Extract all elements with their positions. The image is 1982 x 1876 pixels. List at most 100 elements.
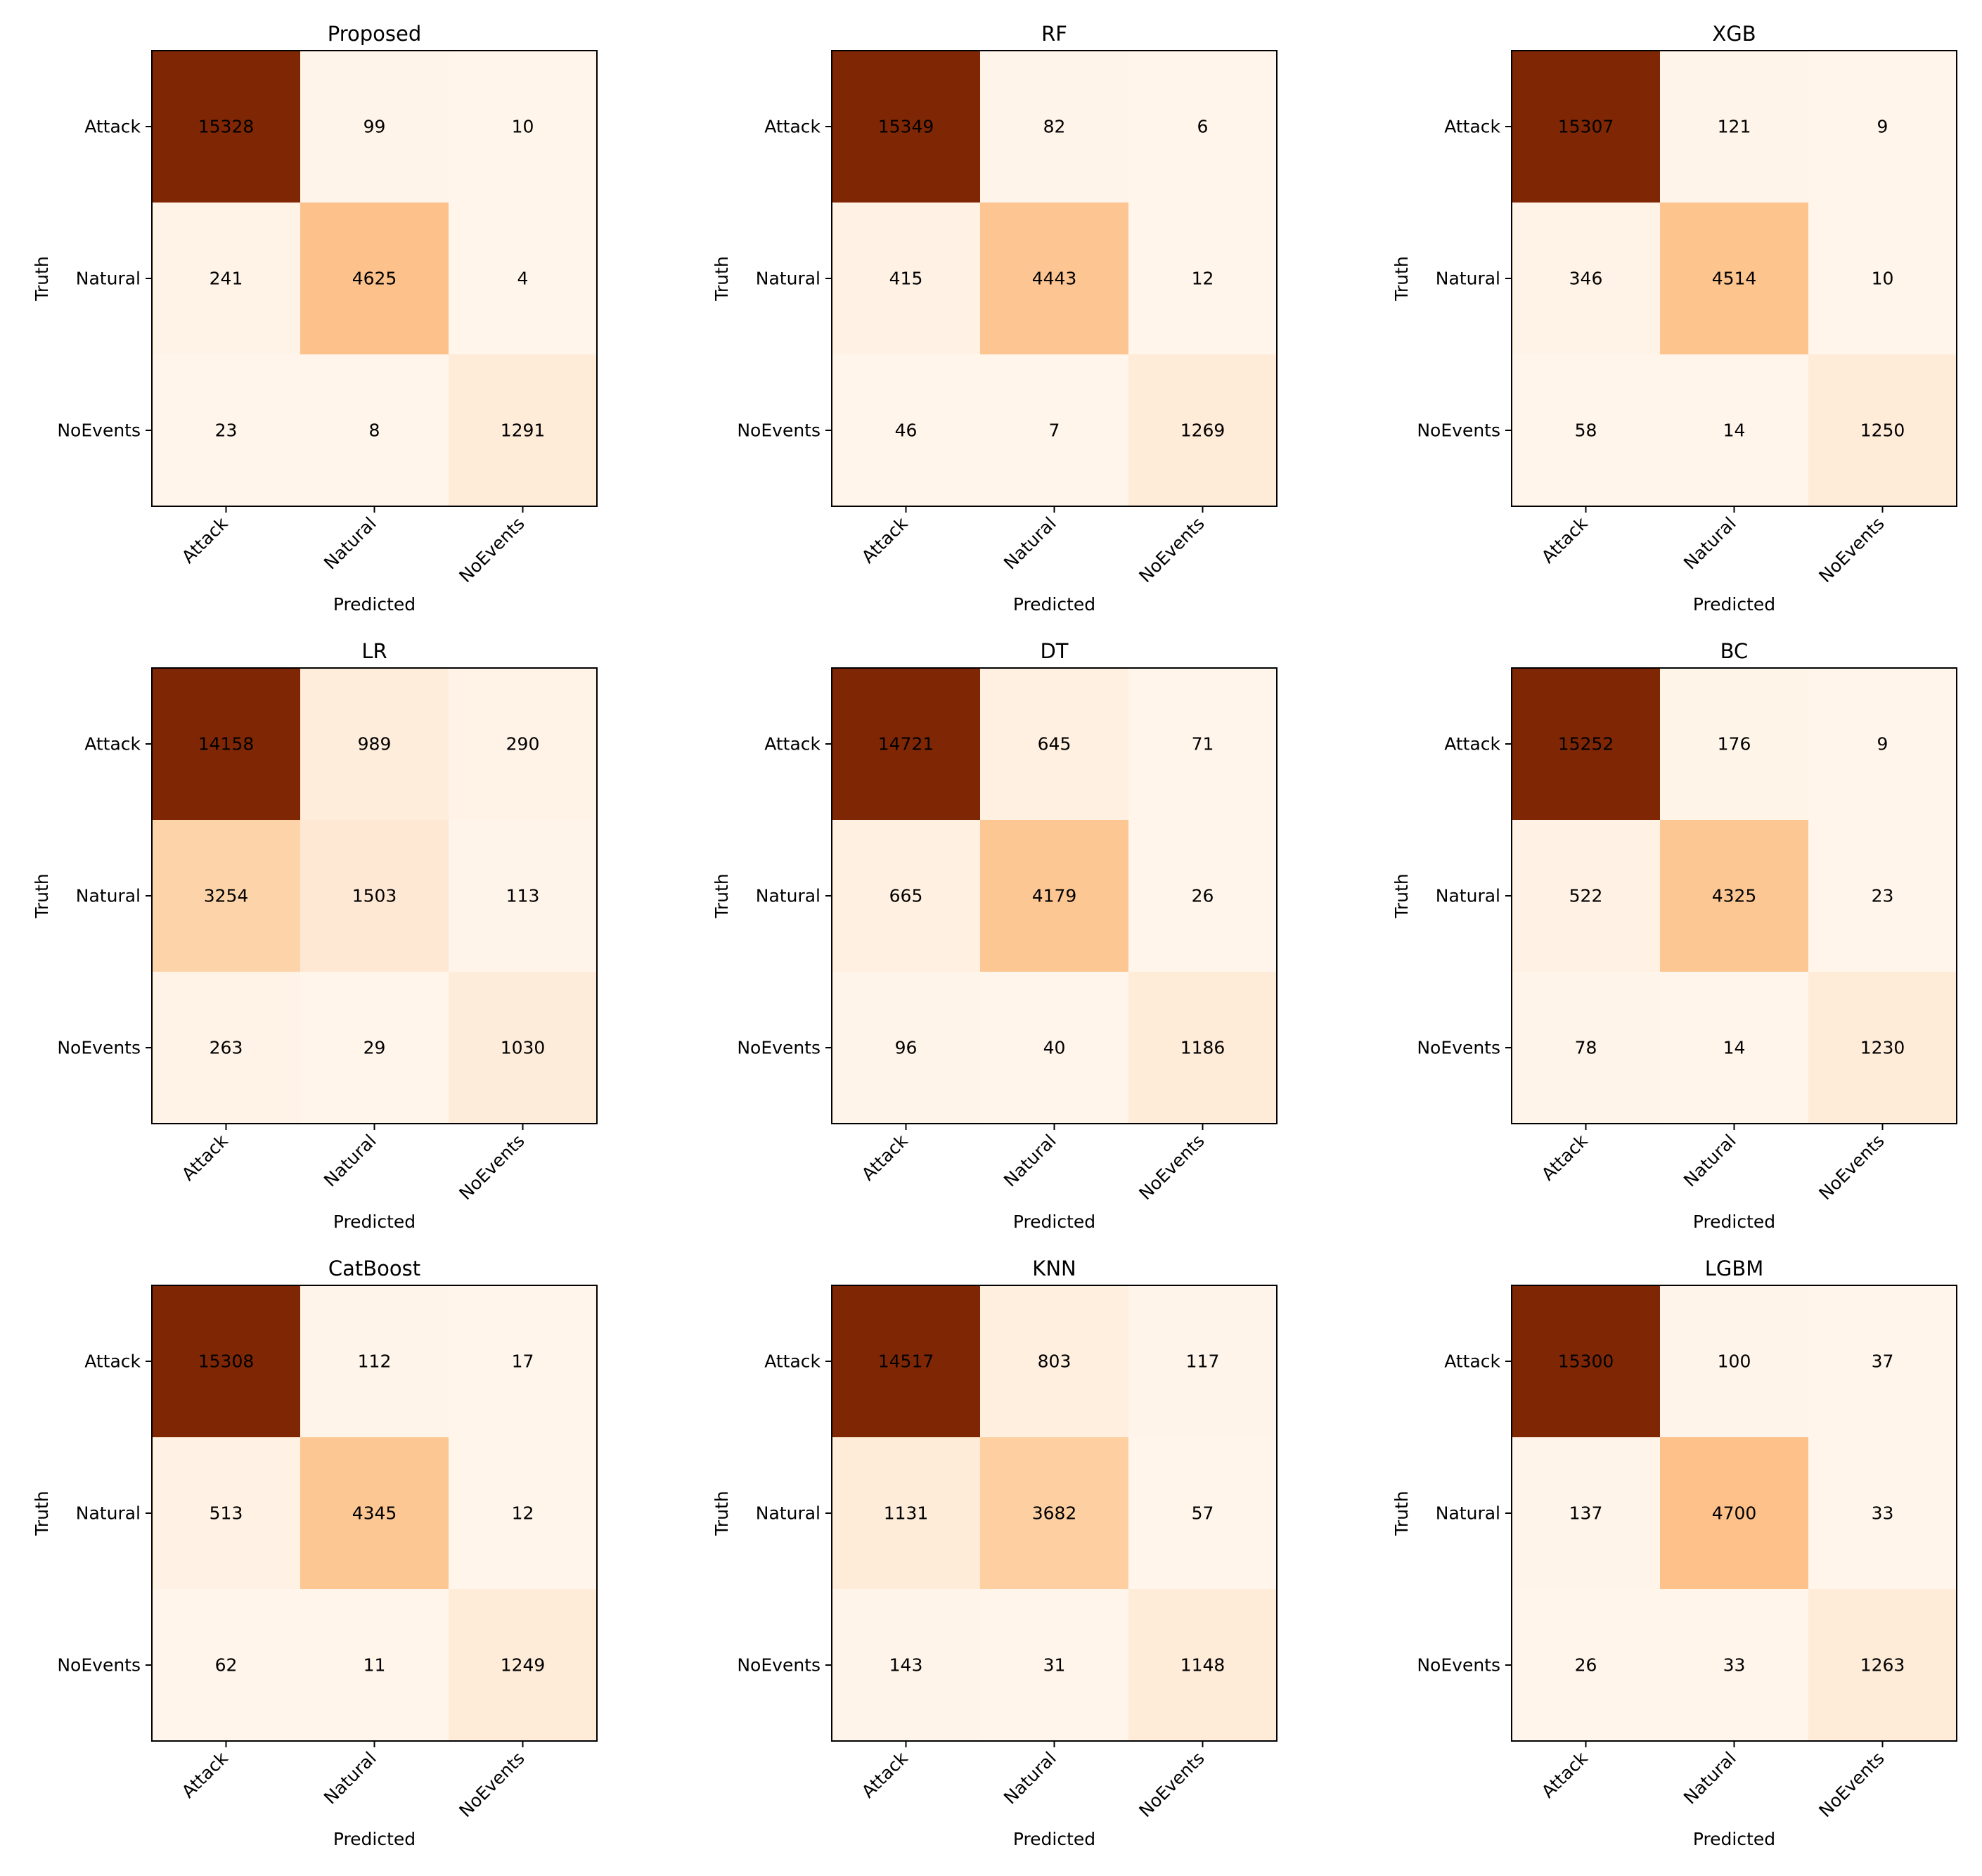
x-tick-label: Attack [178,1130,232,1184]
heatmap-cell [1512,820,1661,972]
heatmap-cell [152,820,301,972]
y-tick-label: Natural [76,886,141,906]
cell-value-label: 1131 [884,1503,929,1524]
x-tick-label: Natural [1000,513,1060,574]
panel-title: KNN [1032,1257,1076,1280]
x-tick-label: NoEvents [455,513,528,586]
heatmap-cell [449,668,598,821]
confusion-matrix-panel: 15252 176 9 522 4325 23 78 14 1230 BC Attack Natura… [1391,639,1957,1232]
heatmap-cell [832,668,981,821]
cell-value-label: 14517 [878,1351,934,1372]
cell-value-label: 513 [210,1503,243,1524]
heatmap-cell [1660,972,1809,1124]
heatmap-cell [1808,1285,1957,1438]
heatmap-cell [1512,1589,1661,1742]
cell-value-label: 4625 [352,269,397,289]
heatmap-cell [832,203,981,355]
heatmap-cell [152,354,301,507]
x-tick-label: Attack [178,1747,232,1801]
heatmap-cell [1808,1437,1957,1590]
y-tick-label: Attack [1444,117,1500,137]
y-tick-label: NoEvents [737,420,821,441]
heatmap-cell [449,820,598,972]
heatmap-cell [1512,203,1661,355]
cell-value-label: 71 [1192,734,1214,754]
cell-value-label: 12 [512,1503,534,1524]
cell-value-label: 263 [210,1038,243,1058]
y-axis-label: Truth [32,873,52,918]
cell-value-label: 33 [1723,1655,1746,1676]
y-tick-label: NoEvents [57,1655,141,1676]
x-tick-label: Attack [858,513,912,567]
heatmap-cell [1660,203,1809,355]
heatmap-cell [1808,820,1957,972]
x-tick-label: Natural [1000,1748,1060,1808]
y-tick-label: Attack [764,1351,821,1372]
heatmap-cell [1512,1437,1661,1590]
heatmap-cell [300,203,449,355]
y-tick-label: Natural [756,1503,821,1524]
x-tick-label: Natural [1680,513,1740,574]
heatmap-cell [980,354,1129,507]
heatmap-cell [1660,51,1809,203]
heatmap-cell [1128,1437,1278,1590]
heatmap-cell [152,51,301,203]
heatmap-cell [449,1285,598,1438]
heatmap-cell [832,1589,981,1742]
cell-value-label: 14 [1723,420,1746,441]
heatmap-cell [1660,1285,1809,1438]
cell-value-label: 62 [215,1655,238,1676]
cell-value-label: 1230 [1860,1038,1905,1058]
cell-value-label: 290 [506,734,540,754]
y-tick-label: Attack [84,1351,141,1372]
heatmap-cell [980,668,1129,821]
x-tick-label: Attack [1538,1130,1592,1184]
cell-value-label: 4700 [1712,1503,1757,1524]
y-tick-label: Natural [1436,269,1500,289]
heatmap-cell [1808,354,1957,507]
x-tick-label: NoEvents [1135,513,1208,586]
confusion-matrix-panel: 15349 82 6 415 4443 12 46 7 1269 RF Attack Natural N… [712,22,1278,615]
cell-value-label: 99 [363,117,386,137]
cell-value-label: 665 [889,886,923,906]
y-tick-label: NoEvents [57,1038,141,1058]
x-axis-label: Predicted [333,1212,416,1232]
x-tick-label: NoEvents [1815,513,1888,586]
x-tick-label: Natural [1680,1748,1740,1808]
heatmap-cell [300,1437,449,1590]
cell-value-label: 29 [363,1038,386,1058]
heatmap-cell [980,203,1129,355]
y-tick-label: Attack [764,117,821,137]
x-tick-label: Natural [1680,1131,1740,1191]
x-tick-label: NoEvents [1135,1131,1208,1204]
heatmap-cell [832,51,981,203]
cell-value-label: 1030 [501,1038,546,1058]
y-tick-label: Natural [756,269,821,289]
heatmap-cell [152,1437,301,1590]
y-tick-label: Natural [1436,886,1500,906]
cell-value-label: 15328 [198,117,255,137]
x-tick-label: Natural [320,1131,380,1191]
cell-value-label: 9 [1877,117,1888,137]
cell-value-label: 4179 [1032,886,1077,906]
heatmap-cell [1128,972,1278,1124]
heatmap-cell [449,354,598,507]
heatmap-cell [300,1285,449,1438]
cell-value-label: 14 [1723,1038,1746,1058]
cell-value-label: 78 [1575,1038,1597,1058]
y-axis-label: Truth [712,1491,732,1536]
heatmap-cell [832,1437,981,1590]
cell-value-label: 112 [358,1351,392,1372]
x-axis-label: Predicted [1693,594,1775,615]
heatmap-cell [152,972,301,1124]
panel-title: RF [1041,22,1067,46]
heatmap-cell [1808,203,1957,355]
cell-value-label: 415 [889,269,923,289]
cell-value-label: 645 [1038,734,1072,754]
cell-value-label: 1269 [1180,420,1225,441]
cell-value-label: 4345 [352,1503,397,1524]
y-axis-label: Truth [1391,1491,1412,1536]
y-tick-label: Natural [1436,1503,1500,1524]
heatmap-cell [152,203,301,355]
x-tick-label: Natural [1000,1131,1060,1191]
